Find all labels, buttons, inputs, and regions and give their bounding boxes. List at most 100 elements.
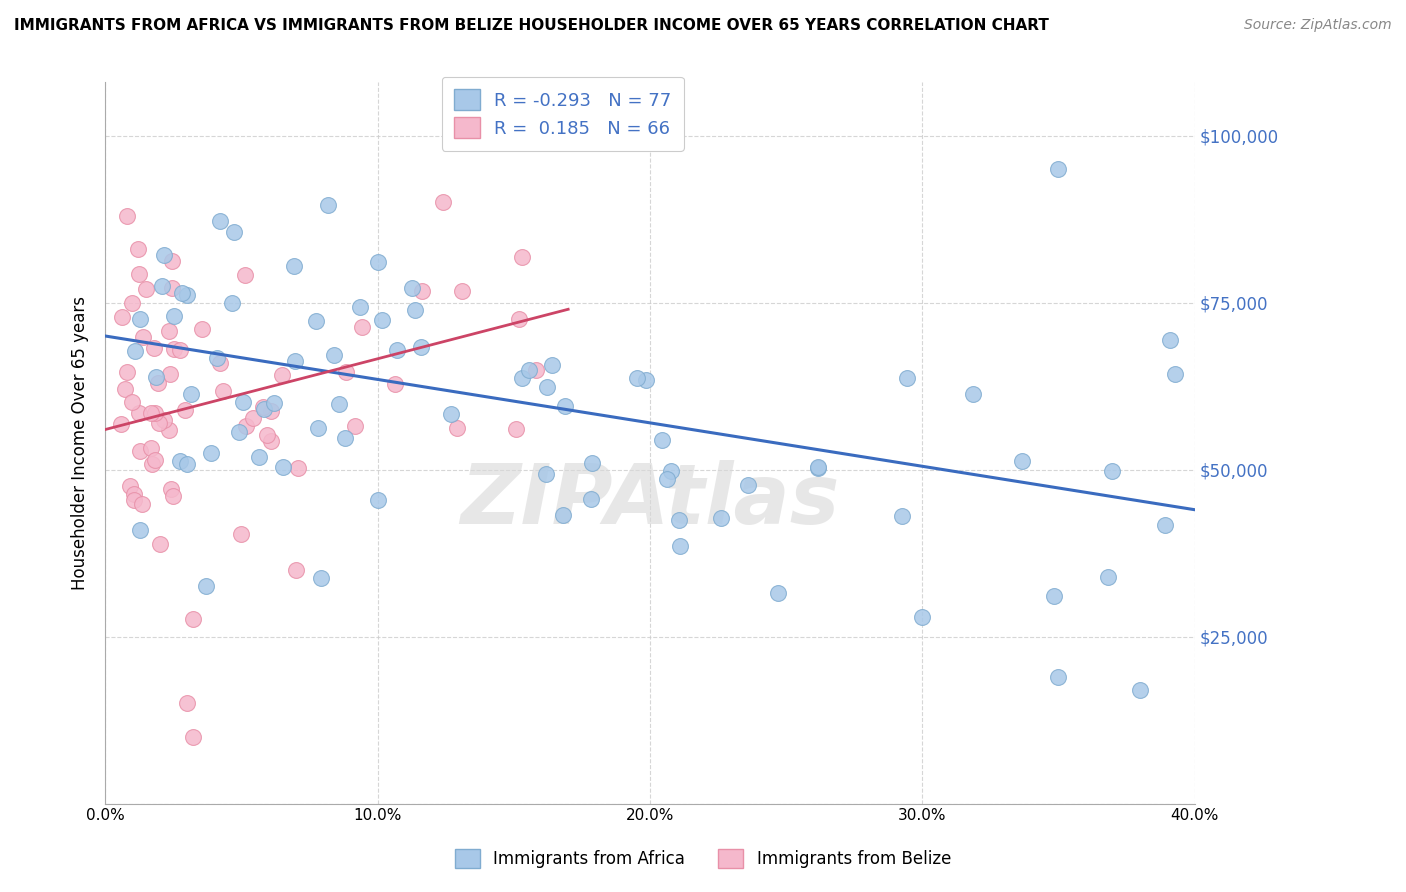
Point bbox=[349, 301, 371, 315]
Point bbox=[128, 406, 150, 420]
Point bbox=[242, 411, 264, 425]
Point bbox=[160, 482, 183, 496]
Point bbox=[157, 423, 180, 437]
Text: Source: ZipAtlas.com: Source: ZipAtlas.com bbox=[1244, 18, 1392, 32]
Point bbox=[256, 427, 278, 442]
Point bbox=[284, 563, 307, 577]
Point bbox=[283, 259, 305, 273]
Point bbox=[135, 282, 157, 296]
Point bbox=[1153, 518, 1175, 533]
Point bbox=[148, 417, 170, 431]
Point bbox=[132, 330, 155, 344]
Point bbox=[636, 373, 658, 387]
Point bbox=[211, 384, 233, 399]
Point bbox=[235, 268, 257, 282]
Point bbox=[626, 371, 648, 385]
Point bbox=[115, 365, 138, 379]
Point bbox=[181, 612, 204, 626]
Point bbox=[554, 399, 576, 413]
Point bbox=[451, 284, 474, 298]
Point bbox=[1164, 367, 1187, 381]
Point bbox=[891, 509, 914, 524]
Point bbox=[710, 510, 733, 524]
Point bbox=[651, 434, 673, 448]
Point bbox=[207, 351, 229, 365]
Point bbox=[661, 464, 683, 478]
Point bbox=[333, 431, 356, 445]
Point bbox=[229, 527, 252, 541]
Point bbox=[162, 489, 184, 503]
Point bbox=[287, 460, 309, 475]
Point bbox=[510, 371, 533, 385]
Point bbox=[1011, 454, 1033, 468]
Point bbox=[335, 365, 357, 379]
Point bbox=[208, 214, 231, 228]
Point bbox=[316, 198, 339, 212]
Point bbox=[807, 459, 830, 474]
Point bbox=[404, 303, 426, 318]
Point bbox=[176, 697, 198, 711]
Point bbox=[120, 478, 142, 492]
Point bbox=[232, 395, 254, 409]
Point bbox=[411, 340, 433, 354]
Point bbox=[143, 406, 166, 420]
Text: ZIPAtlas: ZIPAtlas bbox=[460, 460, 839, 541]
Point bbox=[309, 571, 332, 585]
Point bbox=[510, 251, 533, 265]
Point bbox=[145, 369, 167, 384]
Point bbox=[131, 497, 153, 511]
Point bbox=[127, 242, 149, 256]
Point bbox=[145, 453, 167, 467]
Point bbox=[252, 400, 274, 414]
Point bbox=[180, 387, 202, 401]
Point bbox=[911, 609, 934, 624]
Point bbox=[143, 341, 166, 355]
Point bbox=[149, 537, 172, 551]
Point bbox=[657, 472, 679, 486]
Point bbox=[121, 395, 143, 409]
Point bbox=[446, 421, 468, 435]
Point bbox=[124, 492, 146, 507]
Text: IMMIGRANTS FROM AFRICA VS IMMIGRANTS FROM BELIZE HOUSEHOLDER INCOME OVER 65 YEAR: IMMIGRANTS FROM AFRICA VS IMMIGRANTS FRO… bbox=[14, 18, 1049, 33]
Point bbox=[524, 363, 547, 377]
Point bbox=[517, 363, 540, 377]
Point bbox=[668, 513, 690, 527]
Point bbox=[176, 287, 198, 301]
Point bbox=[260, 404, 283, 418]
Point bbox=[114, 382, 136, 396]
Point bbox=[176, 457, 198, 471]
Point bbox=[384, 377, 406, 392]
Point bbox=[157, 324, 180, 338]
Point bbox=[160, 280, 183, 294]
Point bbox=[153, 413, 176, 427]
Point bbox=[807, 461, 830, 475]
Point bbox=[222, 225, 245, 239]
Point bbox=[737, 477, 759, 491]
Point bbox=[551, 508, 574, 522]
Point bbox=[1047, 161, 1070, 176]
Point bbox=[1043, 589, 1066, 603]
Legend: R = -0.293   N = 77, R =  0.185   N = 66: R = -0.293 N = 77, R = 0.185 N = 66 bbox=[441, 77, 683, 151]
Point bbox=[328, 396, 350, 410]
Point bbox=[536, 380, 558, 394]
Point bbox=[150, 279, 173, 293]
Point bbox=[253, 402, 276, 417]
Point bbox=[1101, 464, 1123, 478]
Point bbox=[305, 313, 328, 327]
Point bbox=[247, 450, 270, 464]
Point bbox=[190, 322, 212, 336]
Y-axis label: Householder Income Over 65 years: Householder Income Over 65 years bbox=[72, 296, 89, 590]
Point bbox=[163, 343, 186, 357]
Point bbox=[235, 418, 257, 433]
Point bbox=[1159, 333, 1181, 347]
Point bbox=[401, 281, 423, 295]
Point bbox=[432, 195, 454, 210]
Point bbox=[181, 730, 204, 744]
Point bbox=[1097, 570, 1119, 584]
Point bbox=[111, 310, 134, 324]
Point bbox=[263, 396, 285, 410]
Point bbox=[440, 407, 463, 421]
Point bbox=[540, 359, 562, 373]
Point bbox=[505, 422, 527, 436]
Point bbox=[669, 540, 692, 554]
